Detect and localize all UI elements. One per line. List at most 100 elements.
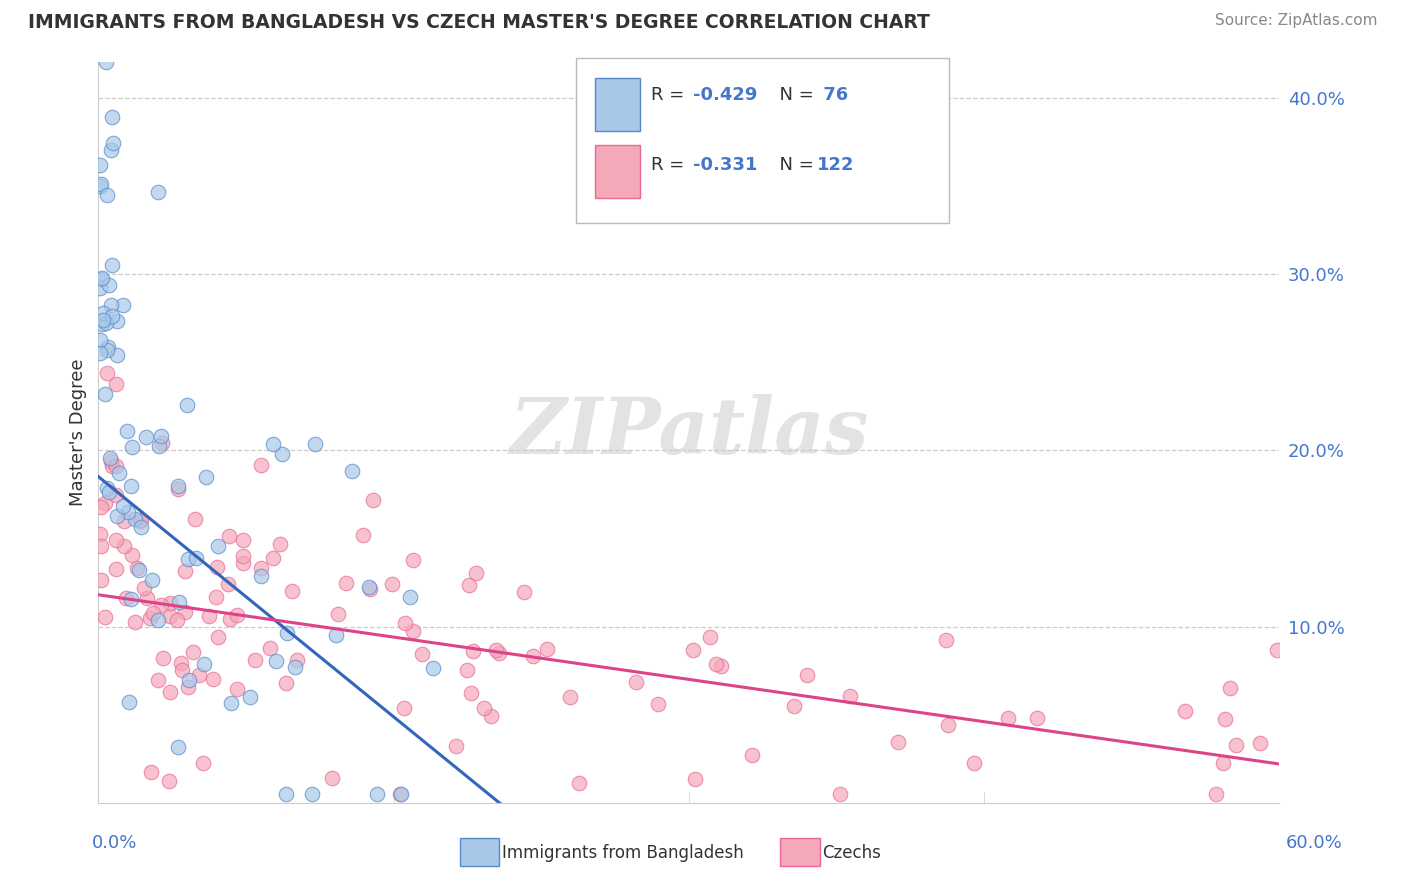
Point — [422, 661, 444, 675]
Point — [94, 386, 117, 401]
Text: -0.429: -0.429 — [693, 87, 758, 104]
Text: ZIPatlas: ZIPatlas — [509, 394, 869, 471]
Point — [207, 539, 229, 553]
Point — [304, 436, 326, 450]
Text: N =: N = — [768, 87, 820, 104]
Point — [146, 613, 169, 627]
Point — [1205, 787, 1227, 801]
Point — [568, 776, 591, 790]
Point — [394, 700, 416, 714]
Point — [479, 708, 502, 723]
Point — [710, 659, 733, 673]
Point — [167, 595, 190, 609]
Point — [117, 505, 139, 519]
Point — [129, 514, 152, 528]
Point — [281, 583, 304, 598]
Point — [264, 654, 287, 668]
Point — [997, 711, 1019, 725]
Point — [159, 609, 181, 624]
Point — [1265, 643, 1288, 657]
Point — [402, 553, 425, 567]
Text: R =: R = — [651, 156, 690, 174]
Point — [94, 55, 117, 70]
Point — [398, 591, 420, 605]
Point — [97, 340, 120, 354]
Point — [142, 607, 165, 621]
Point — [1219, 681, 1241, 695]
Point — [284, 660, 307, 674]
Point — [149, 598, 172, 612]
Point — [100, 298, 122, 312]
Point — [359, 582, 381, 597]
Point — [647, 698, 669, 712]
Point — [249, 458, 271, 472]
Point — [472, 701, 495, 715]
Point — [250, 569, 273, 583]
Point — [111, 298, 134, 312]
Point — [301, 787, 323, 801]
Point — [174, 564, 197, 578]
Point — [321, 772, 343, 786]
Point — [124, 511, 146, 525]
Point — [101, 110, 124, 124]
Point — [402, 624, 425, 638]
Point — [91, 313, 114, 327]
Point — [1174, 704, 1197, 718]
Point — [218, 528, 240, 542]
Point — [1225, 738, 1247, 752]
Point — [170, 656, 193, 670]
Text: IMMIGRANTS FROM BANGLADESH VS CZECH MASTER'S DEGREE CORRELATION CHART: IMMIGRANTS FROM BANGLADESH VS CZECH MAST… — [28, 13, 929, 32]
Point — [198, 609, 221, 624]
Point — [783, 699, 806, 714]
Point — [262, 550, 284, 565]
Point — [90, 271, 112, 285]
Point — [167, 739, 190, 754]
Point — [232, 549, 254, 564]
Point — [328, 607, 350, 621]
Point — [935, 633, 957, 648]
Point — [262, 437, 284, 451]
Point — [89, 159, 111, 173]
Point — [98, 277, 121, 292]
Point — [363, 492, 385, 507]
Point — [207, 630, 229, 644]
Text: Czechs: Czechs — [823, 844, 882, 862]
Point — [94, 496, 117, 510]
Point — [796, 668, 818, 682]
Point — [152, 651, 174, 665]
Point — [176, 680, 198, 694]
Point — [157, 774, 180, 789]
Point — [112, 515, 135, 529]
Point — [485, 643, 508, 657]
Point — [366, 787, 388, 801]
Point — [141, 764, 163, 779]
Point — [105, 458, 128, 473]
Point — [830, 787, 852, 801]
Point — [1212, 756, 1234, 771]
Point — [89, 345, 111, 359]
Point — [134, 581, 156, 595]
Point — [139, 611, 162, 625]
Point — [962, 756, 984, 771]
Point — [560, 690, 582, 705]
Point — [335, 576, 357, 591]
Point — [105, 533, 128, 547]
Point — [124, 615, 146, 629]
Text: Immigrants from Bangladesh: Immigrants from Bangladesh — [502, 844, 744, 862]
Point — [285, 653, 308, 667]
Point — [97, 485, 120, 500]
Point — [173, 605, 195, 619]
Point — [112, 539, 135, 553]
Point — [536, 642, 558, 657]
Point — [91, 317, 114, 331]
Point — [461, 644, 484, 658]
Point — [225, 681, 247, 696]
Text: N =: N = — [768, 156, 820, 174]
Point — [94, 610, 117, 624]
Point — [446, 739, 468, 754]
Point — [89, 334, 111, 348]
Text: Source: ZipAtlas.com: Source: ZipAtlas.com — [1215, 13, 1378, 29]
Point — [201, 672, 224, 686]
Point — [682, 642, 704, 657]
Point — [121, 440, 143, 454]
